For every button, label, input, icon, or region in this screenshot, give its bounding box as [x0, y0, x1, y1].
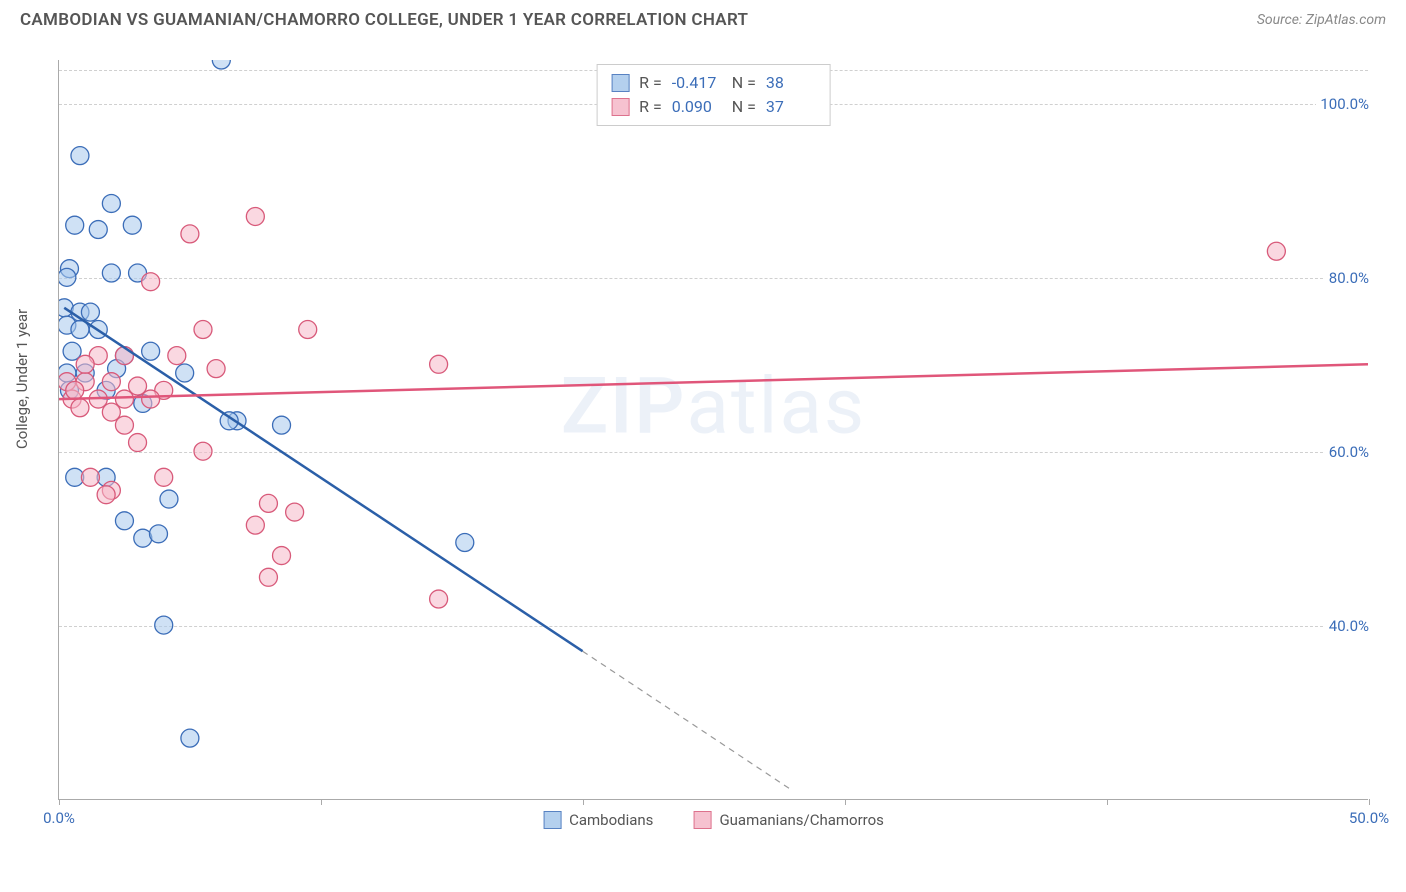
chart-source: Source: ZipAtlas.com [1257, 12, 1386, 28]
legend-swatch-guamanians [693, 811, 711, 829]
scatter-point [115, 347, 133, 365]
swatch-guamanians [611, 98, 629, 116]
scatter-point [168, 347, 186, 365]
y-axis-label: College, Under 1 year [13, 309, 31, 449]
scatter-point [142, 273, 160, 291]
regression-line-extrapolated [583, 651, 792, 790]
scatter-point [273, 547, 291, 565]
scatter-point [66, 381, 84, 399]
regression-line [59, 364, 1368, 399]
scatter-point [181, 729, 199, 747]
scatter-point [81, 468, 99, 486]
legend-swatch-cambodians [543, 811, 561, 829]
stat-n-1: 38 [766, 71, 816, 95]
scatter-point [142, 342, 160, 360]
x-tick-mark [1107, 799, 1108, 805]
legend-label-guamanians: Guamanians/Chamorros [719, 811, 883, 829]
stat-n-2: 37 [766, 95, 816, 119]
scatter-point [246, 208, 264, 226]
x-tick-mark [583, 799, 584, 805]
scatter-point [212, 60, 230, 69]
stat-r-1: -0.417 [672, 71, 722, 95]
scatter-point [59, 268, 76, 286]
x-tick-label: 0.0% [43, 809, 75, 827]
scatter-point [76, 355, 94, 373]
scatter-point [115, 416, 133, 434]
plot-area: 40.0%60.0%80.0%100.0% 0.0%50.0% ZIPatlas… [58, 60, 1368, 800]
scatter-point [115, 512, 133, 530]
scatter-point [456, 534, 474, 552]
x-tick-mark [1369, 799, 1370, 805]
scatter-point [89, 221, 107, 239]
regression-line [64, 308, 582, 651]
x-tick-mark [845, 799, 846, 805]
scatter-point [194, 442, 212, 460]
x-tick-label: 50.0% [1349, 809, 1389, 827]
stat-label-n-1: N = [732, 71, 756, 95]
scatter-point [207, 360, 225, 378]
scatter-point [1267, 242, 1285, 260]
scatter-point [71, 147, 89, 165]
stat-label-n-2: N = [732, 95, 756, 119]
scatter-point [273, 416, 291, 434]
scatter-point [286, 503, 304, 521]
stats-box: R = -0.417 N = 38 R = 0.090 N = 37 [596, 64, 831, 126]
scatter-point [430, 590, 448, 608]
scatter-point [81, 303, 99, 321]
x-tick-mark [59, 799, 60, 805]
scatter-point [155, 616, 173, 634]
scatter-point [176, 364, 194, 382]
scatter-point [71, 399, 89, 417]
scatter-point [259, 568, 277, 586]
legend-label-cambodians: Cambodians [569, 811, 653, 829]
x-tick-mark [321, 799, 322, 805]
scatter-svg [59, 60, 1368, 799]
scatter-point [102, 194, 120, 212]
scatter-point [259, 494, 277, 512]
scatter-point [246, 516, 264, 534]
chart-title: CAMBODIAN VS GUAMANIAN/CHAMORRO COLLEGE,… [20, 10, 748, 30]
scatter-point [66, 216, 84, 234]
legend: Cambodians Guamanians/Chamorros [543, 811, 884, 829]
scatter-point [129, 434, 147, 452]
stat-label-r-1: R = [639, 71, 662, 95]
scatter-point [181, 225, 199, 243]
stats-row-1: R = -0.417 N = 38 [611, 71, 816, 95]
scatter-point [123, 216, 141, 234]
scatter-point [102, 373, 120, 391]
scatter-point [102, 264, 120, 282]
scatter-point [194, 321, 212, 339]
legend-item-guamanians: Guamanians/Chamorros [693, 811, 883, 829]
swatch-cambodians [611, 74, 629, 92]
scatter-point [142, 390, 160, 408]
scatter-point [155, 468, 173, 486]
scatter-point [160, 490, 178, 508]
stat-label-r-2: R = [639, 95, 662, 119]
scatter-point [299, 321, 317, 339]
chart-container: College, Under 1 year 40.0%60.0%80.0%100… [40, 50, 1386, 840]
scatter-point [97, 486, 115, 504]
scatter-point [430, 355, 448, 373]
stats-row-2: R = 0.090 N = 37 [611, 95, 816, 119]
stat-r-2: 0.090 [672, 95, 722, 119]
legend-item-cambodians: Cambodians [543, 811, 653, 829]
scatter-point [149, 525, 167, 543]
